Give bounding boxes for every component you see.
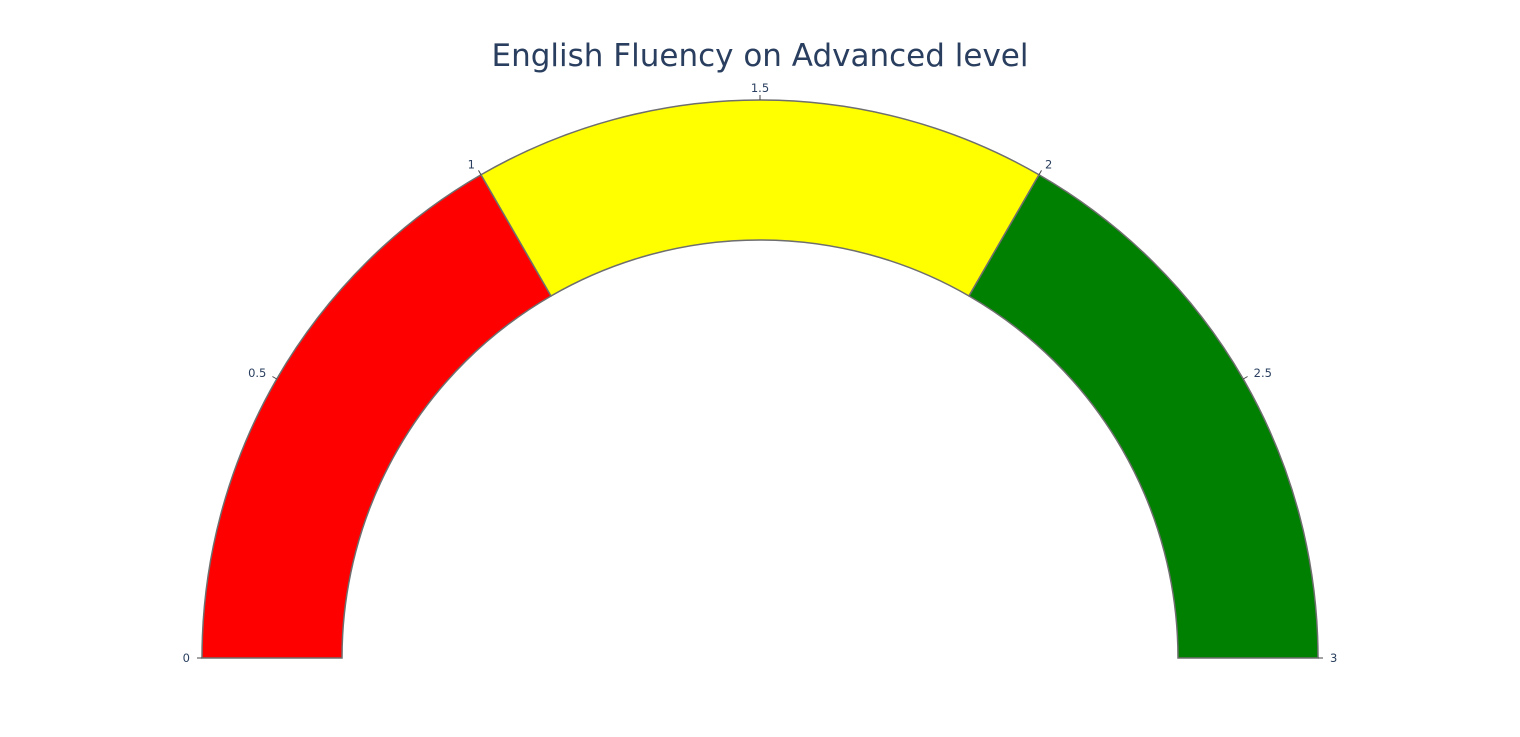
gauge-band-2: [479, 99, 1041, 298]
gauge-tick-label: 2: [1045, 157, 1052, 171]
gauge-band-1: [201, 173, 553, 659]
gauge-band-3: [967, 173, 1319, 659]
gauge-tick-mark: [1038, 170, 1042, 176]
gauge-tick-mark: [1242, 376, 1248, 380]
gauge-bands: [201, 99, 1319, 659]
gauge-tick-label: 0.5: [248, 366, 266, 380]
gauge-tick-label: 3: [1330, 651, 1337, 665]
gauge-ticks: 0 0.5 1 1.5 2 2.5 3: [183, 81, 1338, 665]
gauge-tick-mark: [272, 376, 278, 380]
gauge-tick-label: 0: [183, 651, 190, 665]
gauge-tick-label: 2.5: [1254, 366, 1272, 380]
gauge-tick-label: 1: [468, 157, 475, 171]
gauge-tick-label: 1.5: [751, 81, 769, 95]
chart-title: English Fluency on Advanced level: [491, 38, 1028, 74]
gauge-tick-mark: [478, 170, 482, 176]
